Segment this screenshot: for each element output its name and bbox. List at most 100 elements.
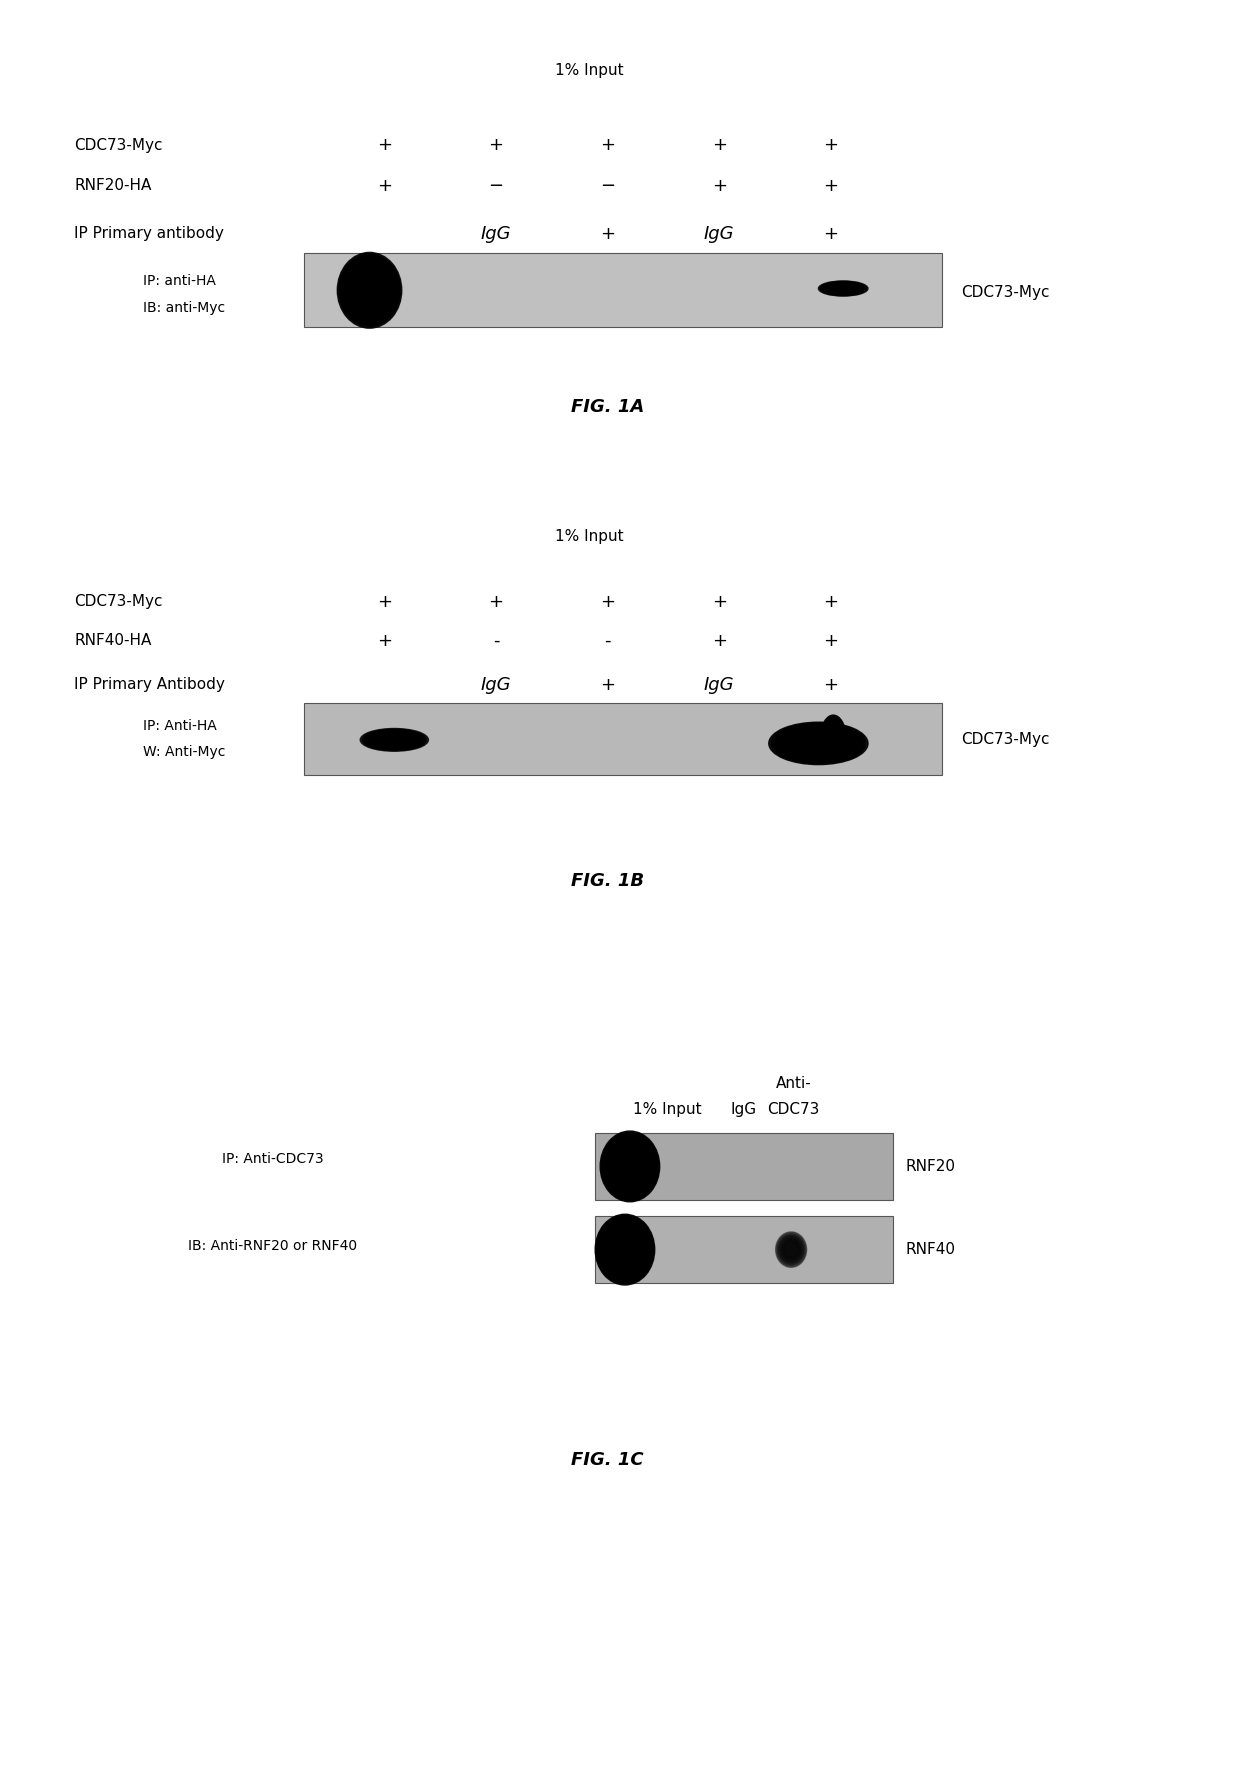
Text: CDC73: CDC73 [768, 1103, 820, 1117]
Ellipse shape [609, 1142, 651, 1191]
Text: +: + [489, 136, 503, 154]
Ellipse shape [345, 262, 394, 319]
Ellipse shape [835, 287, 852, 290]
Ellipse shape [621, 1156, 639, 1177]
Ellipse shape [599, 1218, 651, 1281]
Text: IP Primary antibody: IP Primary antibody [74, 227, 224, 241]
Ellipse shape [620, 1156, 640, 1177]
Ellipse shape [604, 1135, 656, 1198]
Ellipse shape [616, 1150, 644, 1182]
Text: +: + [712, 632, 727, 650]
Ellipse shape [603, 1135, 657, 1198]
Text: +: + [600, 676, 615, 694]
Ellipse shape [350, 267, 389, 313]
Ellipse shape [372, 733, 417, 747]
Ellipse shape [605, 1136, 655, 1197]
Bar [304, 253, 942, 327]
Text: CDC73-Myc: CDC73-Myc [961, 285, 1049, 299]
Ellipse shape [615, 1149, 645, 1184]
Ellipse shape [606, 1138, 653, 1195]
Ellipse shape [611, 1143, 649, 1189]
Ellipse shape [619, 1154, 641, 1179]
Ellipse shape [343, 260, 396, 320]
Text: RNF20: RNF20 [905, 1159, 955, 1174]
Text: IgG: IgG [730, 1103, 758, 1117]
Ellipse shape [352, 271, 387, 310]
Text: IP: Anti-HA: IP: Anti-HA [143, 719, 216, 733]
Ellipse shape [610, 1142, 650, 1191]
Ellipse shape [611, 1234, 639, 1266]
Ellipse shape [603, 1223, 647, 1276]
Text: +: + [823, 632, 838, 650]
Ellipse shape [789, 731, 848, 756]
Ellipse shape [618, 1152, 642, 1181]
Text: RNF40: RNF40 [905, 1243, 955, 1257]
Ellipse shape [348, 266, 391, 315]
Text: +: + [712, 593, 727, 611]
Text: W: Anti-Myc: W: Anti-Myc [143, 745, 224, 759]
Ellipse shape [360, 278, 379, 303]
Bar [595, 1133, 893, 1200]
Ellipse shape [782, 1239, 801, 1260]
Ellipse shape [613, 1145, 647, 1188]
Ellipse shape [342, 258, 397, 322]
Text: +: + [377, 177, 392, 195]
Ellipse shape [378, 735, 410, 745]
Text: -: - [604, 632, 611, 650]
Ellipse shape [614, 1147, 646, 1186]
Text: +: + [712, 136, 727, 154]
Ellipse shape [821, 281, 866, 296]
Text: −: − [489, 177, 503, 195]
Ellipse shape [825, 722, 842, 750]
Text: CDC73-Myc: CDC73-Myc [74, 138, 162, 152]
Ellipse shape [776, 726, 861, 761]
Ellipse shape [776, 1232, 806, 1267]
Ellipse shape [781, 727, 856, 759]
Ellipse shape [622, 1158, 637, 1175]
Text: IgG: IgG [481, 225, 511, 242]
Text: +: + [823, 593, 838, 611]
Ellipse shape [601, 1133, 658, 1200]
Ellipse shape [784, 1241, 799, 1258]
Text: +: + [600, 225, 615, 242]
Ellipse shape [613, 1235, 637, 1264]
Text: +: + [489, 593, 503, 611]
Text: +: + [377, 632, 392, 650]
Ellipse shape [383, 736, 405, 743]
Ellipse shape [608, 1228, 642, 1271]
Ellipse shape [801, 736, 836, 750]
Text: +: + [823, 225, 838, 242]
Ellipse shape [827, 283, 859, 294]
Text: +: + [712, 177, 727, 195]
Text: IP Primary Antibody: IP Primary Antibody [74, 678, 226, 692]
Text: 1% Input: 1% Input [632, 1103, 702, 1117]
Ellipse shape [833, 285, 853, 292]
Ellipse shape [604, 1225, 646, 1274]
Ellipse shape [361, 280, 378, 301]
Text: +: + [823, 177, 838, 195]
Text: IB: anti-Myc: IB: anti-Myc [143, 301, 224, 315]
Text: FIG. 1B: FIG. 1B [572, 873, 644, 890]
Text: -: - [492, 632, 500, 650]
Ellipse shape [823, 281, 863, 296]
Ellipse shape [351, 269, 388, 312]
Ellipse shape [340, 255, 399, 326]
Text: +: + [377, 593, 392, 611]
Ellipse shape [826, 283, 861, 294]
Ellipse shape [601, 1221, 649, 1278]
Ellipse shape [341, 257, 398, 324]
Ellipse shape [774, 724, 863, 763]
Ellipse shape [600, 1131, 660, 1202]
Ellipse shape [818, 281, 868, 296]
Ellipse shape [780, 1235, 804, 1264]
Ellipse shape [347, 264, 392, 317]
Text: IB: Anti-RNF20 or RNF40: IB: Anti-RNF20 or RNF40 [188, 1239, 357, 1253]
Ellipse shape [609, 1230, 641, 1269]
Ellipse shape [791, 731, 846, 756]
Text: +: + [823, 136, 838, 154]
Text: IgG: IgG [481, 676, 511, 694]
Ellipse shape [606, 1227, 644, 1273]
Ellipse shape [784, 729, 853, 758]
Text: IgG: IgG [704, 676, 734, 694]
Text: RNF20-HA: RNF20-HA [74, 179, 151, 193]
